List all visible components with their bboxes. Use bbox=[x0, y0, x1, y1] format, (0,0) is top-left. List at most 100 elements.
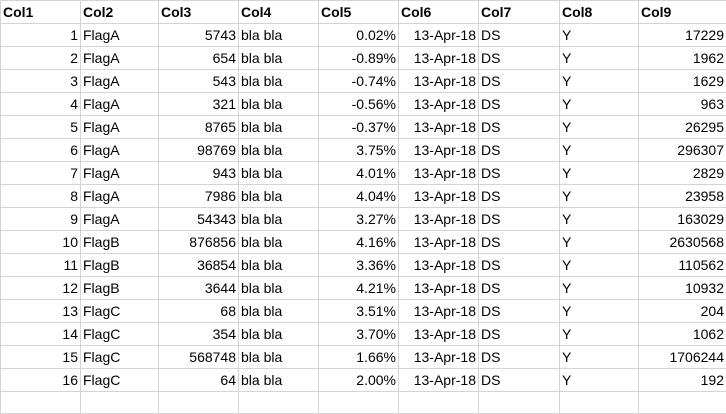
table-cell[interactable]: 4.21% bbox=[318, 276, 399, 300]
table-cell[interactable]: 64 bbox=[158, 368, 239, 392]
table-cell[interactable]: 26295 bbox=[638, 115, 726, 139]
table-cell[interactable]: FlagB bbox=[80, 276, 159, 300]
table-cell[interactable]: 13-Apr-18 bbox=[398, 46, 479, 70]
table-cell[interactable]: 68 bbox=[158, 299, 239, 323]
table-cell[interactable]: 13-Apr-18 bbox=[398, 23, 479, 47]
table-cell[interactable]: bla bla bbox=[238, 230, 319, 254]
table-cell[interactable]: 13-Apr-18 bbox=[398, 138, 479, 162]
table-cell[interactable]: 2.00% bbox=[318, 368, 399, 392]
table-cell[interactable]: Y bbox=[559, 23, 639, 47]
table-cell[interactable]: FlagC bbox=[80, 345, 159, 369]
table-cell[interactable]: DS bbox=[478, 299, 560, 323]
table-cell[interactable]: 3 bbox=[0, 69, 81, 93]
table-cell[interactable]: 1706244 bbox=[638, 345, 726, 369]
table-cell[interactable]: 4.01% bbox=[318, 161, 399, 185]
table-cell[interactable]: 13-Apr-18 bbox=[398, 345, 479, 369]
table-cell[interactable]: 13-Apr-18 bbox=[398, 253, 479, 277]
table-cell[interactable]: 23958 bbox=[638, 184, 726, 208]
table-cell[interactable]: bla bla bbox=[238, 138, 319, 162]
table-cell[interactable]: 13-Apr-18 bbox=[398, 69, 479, 93]
table-cell[interactable]: 1.66% bbox=[318, 345, 399, 369]
table-cell[interactable]: bla bla bbox=[238, 184, 319, 208]
table-cell[interactable]: Y bbox=[559, 345, 639, 369]
table-cell[interactable]: 1062 bbox=[638, 322, 726, 346]
table-cell[interactable] bbox=[478, 391, 560, 414]
table-cell[interactable]: 98769 bbox=[158, 138, 239, 162]
table-cell[interactable]: Y bbox=[559, 368, 639, 392]
table-cell[interactable]: 14 bbox=[0, 322, 81, 346]
table-cell[interactable]: 16 bbox=[0, 368, 81, 392]
table-cell[interactable]: FlagC bbox=[80, 368, 159, 392]
table-cell[interactable]: 8765 bbox=[158, 115, 239, 139]
table-cell[interactable]: 13-Apr-18 bbox=[398, 207, 479, 231]
table-cell[interactable]: Y bbox=[559, 115, 639, 139]
table-cell[interactable]: 943 bbox=[158, 161, 239, 185]
table-cell[interactable]: Y bbox=[559, 161, 639, 185]
table-cell[interactable]: 10 bbox=[0, 230, 81, 254]
table-cell[interactable]: 13-Apr-18 bbox=[398, 322, 479, 346]
table-cell[interactable] bbox=[0, 391, 81, 414]
column-header[interactable]: Col9 bbox=[638, 0, 726, 24]
table-cell[interactable]: bla bla bbox=[238, 253, 319, 277]
table-cell[interactable]: Y bbox=[559, 253, 639, 277]
table-cell[interactable]: bla bla bbox=[238, 276, 319, 300]
table-cell[interactable]: 163029 bbox=[638, 207, 726, 231]
table-cell[interactable]: DS bbox=[478, 230, 560, 254]
table-cell[interactable]: Y bbox=[559, 322, 639, 346]
table-cell[interactable]: 3.36% bbox=[318, 253, 399, 277]
table-cell[interactable]: -0.74% bbox=[318, 69, 399, 93]
table-cell[interactable]: 204 bbox=[638, 299, 726, 323]
table-cell[interactable]: 5 bbox=[0, 115, 81, 139]
table-cell[interactable]: bla bla bbox=[238, 115, 319, 139]
table-cell[interactable]: Y bbox=[559, 207, 639, 231]
table-cell[interactable]: 4 bbox=[0, 92, 81, 116]
table-cell[interactable]: 5743 bbox=[158, 23, 239, 47]
table-cell[interactable]: 54343 bbox=[158, 207, 239, 231]
table-cell[interactable]: FlagA bbox=[80, 161, 159, 185]
table-cell[interactable] bbox=[638, 391, 726, 414]
table-cell[interactable]: 2829 bbox=[638, 161, 726, 185]
table-cell[interactable] bbox=[158, 391, 239, 414]
column-header[interactable]: Col4 bbox=[238, 0, 319, 24]
table-cell[interactable]: bla bla bbox=[238, 46, 319, 70]
table-cell[interactable]: bla bla bbox=[238, 23, 319, 47]
table-cell[interactable] bbox=[80, 391, 159, 414]
table-cell[interactable]: 7 bbox=[0, 161, 81, 185]
column-header[interactable]: Col2 bbox=[80, 0, 159, 24]
table-cell[interactable]: bla bla bbox=[238, 207, 319, 231]
table-cell[interactable]: 17229 bbox=[638, 23, 726, 47]
table-cell[interactable]: 3644 bbox=[158, 276, 239, 300]
table-cell[interactable]: FlagA bbox=[80, 138, 159, 162]
column-header[interactable]: Col6 bbox=[398, 0, 479, 24]
table-cell[interactable]: 963 bbox=[638, 92, 726, 116]
table-cell[interactable]: 13-Apr-18 bbox=[398, 276, 479, 300]
table-cell[interactable]: 11 bbox=[0, 253, 81, 277]
table-cell[interactable]: 3.75% bbox=[318, 138, 399, 162]
table-cell[interactable]: DS bbox=[478, 322, 560, 346]
table-cell[interactable]: 13-Apr-18 bbox=[398, 115, 479, 139]
table-cell[interactable]: 15 bbox=[0, 345, 81, 369]
table-cell[interactable]: 3.27% bbox=[318, 207, 399, 231]
table-cell[interactable]: 568748 bbox=[158, 345, 239, 369]
table-cell[interactable]: Y bbox=[559, 299, 639, 323]
table-cell[interactable]: FlagA bbox=[80, 92, 159, 116]
table-cell[interactable]: 13-Apr-18 bbox=[398, 299, 479, 323]
table-cell[interactable]: FlagA bbox=[80, 46, 159, 70]
table-cell[interactable] bbox=[559, 391, 639, 414]
table-cell[interactable]: FlagC bbox=[80, 322, 159, 346]
table-cell[interactable]: Y bbox=[559, 276, 639, 300]
table-cell[interactable] bbox=[398, 391, 479, 414]
table-cell[interactable]: DS bbox=[478, 138, 560, 162]
table-cell[interactable]: Y bbox=[559, 92, 639, 116]
table-cell[interactable]: 13-Apr-18 bbox=[398, 230, 479, 254]
table-cell[interactable]: DS bbox=[478, 69, 560, 93]
table-cell[interactable]: Y bbox=[559, 46, 639, 70]
table-cell[interactable]: bla bla bbox=[238, 92, 319, 116]
table-cell[interactable]: FlagB bbox=[80, 230, 159, 254]
table-cell[interactable]: 13-Apr-18 bbox=[398, 368, 479, 392]
table-cell[interactable]: DS bbox=[478, 368, 560, 392]
table-cell[interactable] bbox=[318, 391, 399, 414]
table-cell[interactable]: FlagA bbox=[80, 207, 159, 231]
column-header[interactable]: Col5 bbox=[318, 0, 399, 24]
table-cell[interactable]: -0.37% bbox=[318, 115, 399, 139]
